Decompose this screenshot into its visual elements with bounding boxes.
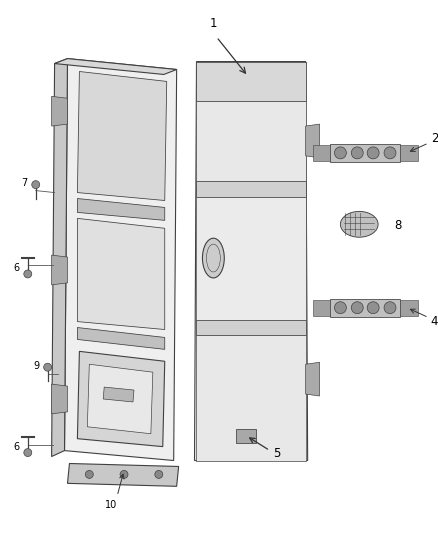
Circle shape bbox=[351, 147, 363, 159]
Polygon shape bbox=[78, 71, 167, 200]
Polygon shape bbox=[197, 320, 306, 335]
Polygon shape bbox=[87, 364, 153, 434]
Circle shape bbox=[44, 364, 52, 371]
Polygon shape bbox=[313, 300, 331, 316]
Circle shape bbox=[351, 302, 363, 313]
Polygon shape bbox=[400, 145, 418, 161]
Text: 1: 1 bbox=[210, 17, 217, 30]
Circle shape bbox=[24, 270, 32, 278]
Text: 6: 6 bbox=[14, 442, 20, 451]
Circle shape bbox=[120, 471, 128, 479]
Polygon shape bbox=[67, 464, 179, 486]
Polygon shape bbox=[306, 362, 320, 396]
Circle shape bbox=[384, 302, 396, 313]
Circle shape bbox=[24, 449, 32, 457]
Polygon shape bbox=[197, 181, 306, 197]
Polygon shape bbox=[306, 124, 320, 158]
Polygon shape bbox=[313, 145, 331, 161]
Polygon shape bbox=[197, 101, 306, 181]
Text: 9: 9 bbox=[34, 361, 40, 372]
Polygon shape bbox=[78, 219, 165, 329]
Circle shape bbox=[367, 302, 379, 313]
Text: 10: 10 bbox=[105, 500, 117, 510]
Polygon shape bbox=[52, 96, 67, 126]
Text: 6: 6 bbox=[14, 263, 20, 273]
Circle shape bbox=[335, 302, 346, 313]
Text: 7: 7 bbox=[21, 177, 28, 188]
Polygon shape bbox=[331, 299, 400, 317]
Polygon shape bbox=[197, 335, 306, 461]
Circle shape bbox=[367, 147, 379, 159]
Ellipse shape bbox=[340, 212, 378, 237]
Polygon shape bbox=[52, 384, 67, 414]
Polygon shape bbox=[55, 59, 177, 75]
Circle shape bbox=[155, 471, 163, 479]
Polygon shape bbox=[194, 62, 307, 461]
Polygon shape bbox=[78, 328, 165, 349]
Text: 2: 2 bbox=[431, 133, 438, 146]
Polygon shape bbox=[103, 387, 134, 402]
Polygon shape bbox=[64, 59, 177, 461]
Circle shape bbox=[384, 147, 396, 159]
Polygon shape bbox=[52, 59, 67, 457]
Circle shape bbox=[85, 471, 93, 479]
Polygon shape bbox=[197, 197, 306, 320]
Ellipse shape bbox=[202, 238, 224, 278]
Text: 8: 8 bbox=[394, 219, 401, 232]
Polygon shape bbox=[52, 255, 67, 285]
Text: 5: 5 bbox=[273, 447, 280, 460]
Circle shape bbox=[335, 147, 346, 159]
Polygon shape bbox=[400, 300, 418, 316]
Polygon shape bbox=[331, 144, 400, 162]
Polygon shape bbox=[236, 429, 256, 442]
Polygon shape bbox=[197, 62, 306, 101]
Polygon shape bbox=[78, 198, 165, 220]
Circle shape bbox=[32, 181, 40, 189]
Polygon shape bbox=[78, 351, 165, 447]
Text: 4: 4 bbox=[431, 315, 438, 328]
